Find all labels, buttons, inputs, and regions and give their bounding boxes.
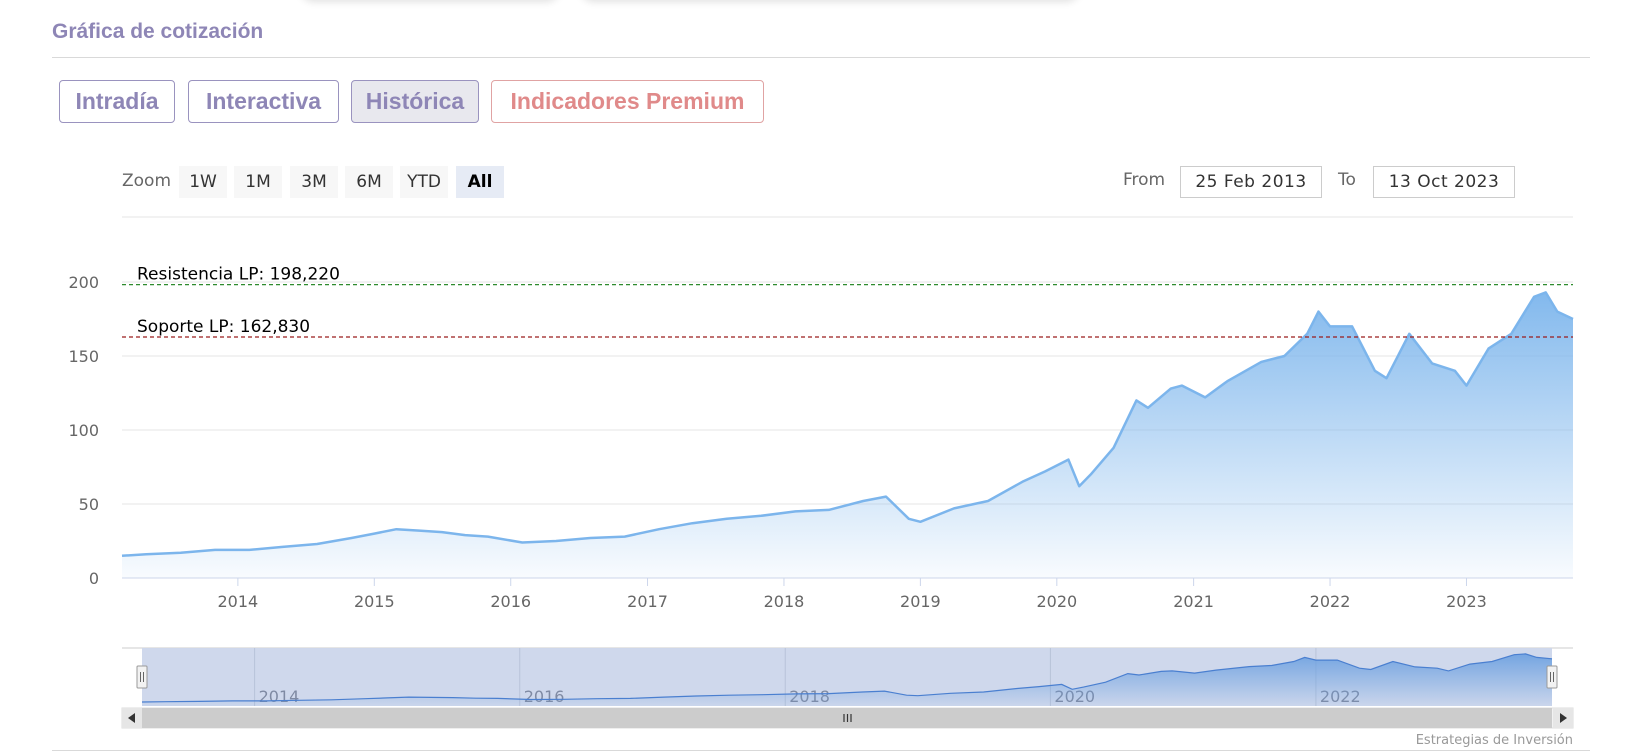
tab-interactiva[interactable]: Interactiva bbox=[188, 80, 339, 123]
to-label: To bbox=[1338, 170, 1356, 190]
y-tick-label: 200 bbox=[68, 273, 99, 292]
to-date-input[interactable]: 13 Oct 2023 bbox=[1373, 166, 1515, 198]
zoom-1m-button[interactable]: 1M bbox=[234, 166, 282, 198]
zoom-ytd-button[interactable]: YTD bbox=[400, 166, 448, 198]
navigator-handle-left[interactable] bbox=[136, 665, 148, 689]
x-tick-label: 2019 bbox=[900, 592, 941, 611]
support-label: Soporte LP: 162,830 bbox=[137, 317, 310, 337]
from-label: From bbox=[1123, 170, 1166, 190]
x-tick-label: 2014 bbox=[218, 592, 259, 611]
tab-intradia[interactable]: Intradía bbox=[59, 80, 175, 123]
x-tick-label: 2016 bbox=[490, 592, 531, 611]
x-axis: 2014 2015 2016 2017 2018 2019 2020 2021 2022 2023 bbox=[122, 577, 1573, 611]
handle-body[interactable] bbox=[136, 665, 148, 689]
triangle-right-icon[interactable] bbox=[1560, 713, 1567, 723]
divider bbox=[52, 750, 1590, 751]
scrollbar[interactable] bbox=[121, 707, 1574, 729]
zoom-all-button[interactable]: All bbox=[456, 166, 504, 198]
from-date-input[interactable]: 25 Feb 2013 bbox=[1180, 166, 1322, 198]
tab-indicadores-premium[interactable]: Indicadores Premium bbox=[491, 80, 764, 123]
x-tick-label: 2017 bbox=[627, 592, 668, 611]
resistance-label: Resistencia LP: 198,220 bbox=[137, 265, 340, 285]
tab-historica[interactable]: Histórica bbox=[351, 80, 479, 123]
series-line bbox=[121, 291, 1574, 558]
x-tick-label: 2015 bbox=[354, 592, 395, 611]
navigator-handle-right[interactable] bbox=[1546, 665, 1558, 689]
y-tick-label: 0 bbox=[89, 569, 99, 588]
x-tick-label: 2020 bbox=[1036, 592, 1077, 611]
section-title: Gráfica de cotización bbox=[52, 20, 264, 43]
y-tick-label: 150 bbox=[68, 347, 99, 366]
x-tick-label: 2023 bbox=[1446, 592, 1487, 611]
series-area-fill bbox=[122, 292, 1573, 578]
zoom-6m-button[interactable]: 6M bbox=[345, 166, 393, 198]
triangle-left-icon[interactable] bbox=[128, 713, 135, 723]
handle-body[interactable] bbox=[1546, 665, 1558, 689]
x-tick-label: 2022 bbox=[1310, 592, 1351, 611]
zoom-label: Zoom bbox=[122, 171, 172, 191]
y-tick-label: 50 bbox=[79, 495, 99, 514]
plot-lines: Resistencia LP: 198,220 Soporte LP: 162,8… bbox=[122, 265, 1573, 338]
navigator-series-area bbox=[142, 653, 1552, 706]
x-tick-label: 2018 bbox=[764, 592, 805, 611]
zoom-3m-button[interactable]: 3M bbox=[290, 166, 338, 198]
navigator-series-line bbox=[141, 653, 1553, 703]
navigator[interactable]: 20142016201820202022 bbox=[121, 647, 1574, 729]
zoom-1w-button[interactable]: 1W bbox=[179, 166, 227, 198]
credits-label[interactable]: Estrategias de Inversión bbox=[1416, 733, 1573, 748]
series-area bbox=[121, 291, 1574, 578]
x-tick-label: 2021 bbox=[1173, 592, 1214, 611]
y-axis: 0 50 100 150 200 bbox=[68, 273, 99, 588]
divider bbox=[52, 57, 1590, 58]
y-tick-label: 100 bbox=[68, 421, 99, 440]
